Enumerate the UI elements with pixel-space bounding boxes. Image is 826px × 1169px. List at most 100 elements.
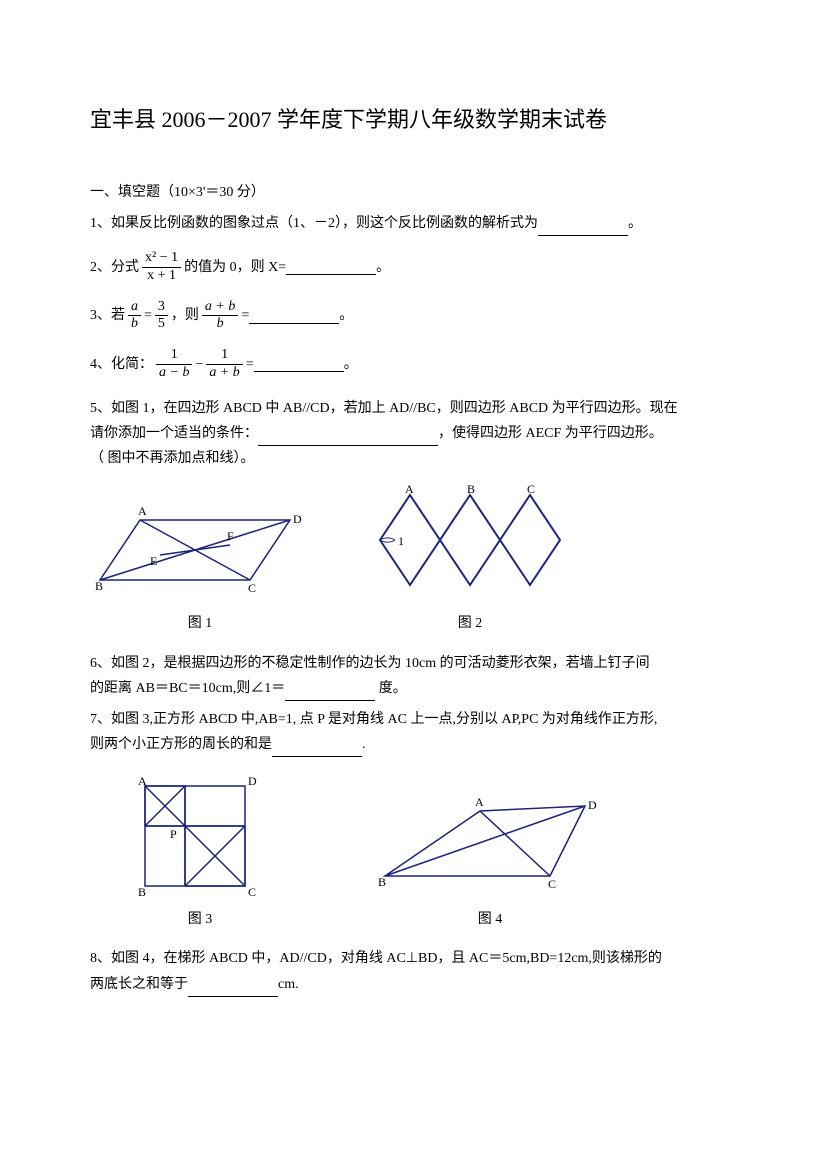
q5-line2-suffix: ，使得四边形 AECF 为平行四边形。 xyxy=(438,426,663,441)
figure-1-svg: A D B C E F xyxy=(90,495,310,605)
svg-text:C: C xyxy=(527,485,535,496)
q1-blank xyxy=(538,220,628,236)
q3-suffix: 。 xyxy=(339,303,353,328)
question-3: 3、若 a b = 3 5 ，则 a + b b = 。 xyxy=(90,299,736,334)
svg-text:1: 1 xyxy=(398,534,404,548)
q4-blank xyxy=(254,356,344,372)
q2-denominator: x + 1 xyxy=(142,268,181,285)
figure-1-block: A D B C E F 图 1 xyxy=(90,495,310,636)
q3-frac1-num: a xyxy=(128,299,141,317)
q3-mid: ，则 xyxy=(171,303,199,328)
q4-prefix: 4、化简： xyxy=(90,352,153,377)
q3-frac2-num: 3 xyxy=(155,299,168,317)
page-title: 宜丰县 2006－2007 学年度下学期八年级数学期末试卷 xyxy=(90,100,736,140)
q3-eq: = xyxy=(144,303,152,328)
q3-eq2: = xyxy=(241,303,249,328)
q4-minus: − xyxy=(195,352,203,377)
q6-blank xyxy=(285,685,375,701)
q3-frac2-den: 5 xyxy=(155,316,168,333)
svg-text:C: C xyxy=(248,581,256,595)
q8-blank xyxy=(188,981,278,997)
q3-blank xyxy=(249,308,339,324)
q7-line2-prefix: 则两个小正方形的周长的和是 xyxy=(90,737,272,752)
q4-frac1-num: 1 xyxy=(156,347,192,365)
figure-4-svg: A D B C xyxy=(370,791,610,901)
svg-text:B: B xyxy=(138,885,146,899)
q4-frac1: 1 a − b xyxy=(156,347,192,382)
q2-numerator: x² − 1 xyxy=(142,250,181,268)
svg-text:C: C xyxy=(548,877,556,891)
figure-2-caption: 图 2 xyxy=(370,611,570,636)
q7-line2: 则两个小正方形的周长的和是. xyxy=(90,732,736,757)
svg-text:B: B xyxy=(378,875,386,889)
question-6: 6、如图 2，是根据四边形的不稳定性制作的边长为 10cm 的可活动菱形衣架，若… xyxy=(90,651,736,701)
q1-suffix: 。 xyxy=(628,216,642,231)
q6-line2-suffix: 度。 xyxy=(375,681,407,696)
q7-line2-suffix: . xyxy=(362,737,366,752)
q2-blank xyxy=(286,259,376,275)
section-1-header: 一、填空题（10×3'＝30 分） xyxy=(90,180,736,205)
q7-line1: 7、如图 3,正方形 ABCD 中,AB=1, 点 P 是对角线 AC 上一点,… xyxy=(90,707,736,732)
svg-text:A: A xyxy=(405,485,414,496)
q8-line2: 两底长之和等于 cm. xyxy=(90,972,736,997)
question-4: 4、化简： 1 a − b − 1 a + b = 。 xyxy=(90,347,736,382)
q3-frac3-num: a + b xyxy=(202,299,238,317)
figure-3-block: A D B C P 图 3 xyxy=(130,771,270,932)
q2-suffix: 。 xyxy=(376,255,390,280)
q3-frac2: 3 5 xyxy=(155,299,168,334)
q5-blank xyxy=(258,430,438,446)
question-1: 1、如果反比例函数的图象过点（1、－2），则这个反比例函数的解析式为 。 xyxy=(90,211,736,236)
q8-line2-suffix: cm. xyxy=(278,977,299,992)
q6-line1: 6、如图 2，是根据四边形的不稳定性制作的边长为 10cm 的可活动菱形衣架，若… xyxy=(90,651,736,676)
q2-mid: 的值为 0，则 X= xyxy=(184,255,286,280)
q3-prefix: 3、若 xyxy=(90,303,125,328)
q5-line3: （ 图中不再添加点和线）。 xyxy=(90,446,736,471)
svg-text:A: A xyxy=(138,774,147,788)
figure-2-block: A B C 1 图 2 xyxy=(370,485,570,636)
svg-text:P: P xyxy=(170,827,177,841)
figures-row-2: A D B C P 图 3 A D B C 图 4 xyxy=(130,771,736,932)
svg-text:D: D xyxy=(293,512,302,526)
svg-text:B: B xyxy=(467,485,475,496)
q5-line2: 请你添加一个适当的条件： ，使得四边形 AECF 为平行四边形。 xyxy=(90,421,736,446)
svg-text:B: B xyxy=(95,579,103,593)
figure-4-caption: 图 4 xyxy=(370,907,610,932)
question-7: 7、如图 3,正方形 ABCD 中,AB=1, 点 P 是对角线 AC 上一点,… xyxy=(90,707,736,757)
q5-line2-prefix: 请你添加一个适当的条件： xyxy=(90,426,258,441)
q8-line1: 8、如图 4，在梯形 ABCD 中，AD//CD，对角线 AC⊥BD，且 AC＝… xyxy=(90,946,736,971)
figure-2-svg: A B C 1 xyxy=(370,485,570,605)
figure-3-svg: A D B C P xyxy=(130,771,270,901)
figures-row-1: A D B C E F 图 1 A B C 1 图 2 xyxy=(90,485,736,636)
q6-line2: 的距离 AB＝BC＝10cm,则∠1＝ 度。 xyxy=(90,676,736,701)
svg-text:F: F xyxy=(227,529,234,543)
q5-line1: 5、如图 1，在四边形 ABCD 中 AB//CD，若加上 AD//BC，则四边… xyxy=(90,396,736,421)
q4-suffix: 。 xyxy=(344,352,358,377)
svg-text:A: A xyxy=(138,504,147,518)
q3-frac1-den: b xyxy=(128,316,141,333)
q4-frac2-num: 1 xyxy=(206,347,242,365)
figure-1-caption: 图 1 xyxy=(90,611,310,636)
question-2: 2、分式 x² − 1 x + 1 的值为 0，则 X= 。 xyxy=(90,250,736,285)
question-8: 8、如图 4，在梯形 ABCD 中，AD//CD，对角线 AC⊥BD，且 AC＝… xyxy=(90,946,736,996)
svg-text:E: E xyxy=(150,554,157,568)
q8-line2-prefix: 两底长之和等于 xyxy=(90,977,188,992)
figure-3-caption: 图 3 xyxy=(130,907,270,932)
q1-prefix: 1、如果反比例函数的图象过点（1、－2），则这个反比例函数的解析式为 xyxy=(90,216,538,231)
q2-fraction: x² − 1 x + 1 xyxy=(142,250,181,285)
svg-text:C: C xyxy=(248,885,256,899)
q4-frac2-den: a + b xyxy=(206,365,242,382)
q7-blank xyxy=(272,741,362,757)
svg-text:A: A xyxy=(475,795,484,809)
q3-frac3: a + b b xyxy=(202,299,238,334)
q4-eq: = xyxy=(246,352,254,377)
q3-frac1: a b xyxy=(128,299,141,334)
q2-prefix: 2、分式 xyxy=(90,255,139,280)
q4-frac2: 1 a + b xyxy=(206,347,242,382)
q4-frac1-den: a − b xyxy=(156,365,192,382)
svg-text:D: D xyxy=(588,798,597,812)
q6-line2-prefix: 的距离 AB＝BC＝10cm,则∠1＝ xyxy=(90,681,285,696)
svg-text:D: D xyxy=(248,774,257,788)
q3-frac3-den: b xyxy=(202,316,238,333)
figure-4-block: A D B C 图 4 xyxy=(370,791,610,932)
question-5: 5、如图 1，在四边形 ABCD 中 AB//CD，若加上 AD//BC，则四边… xyxy=(90,396,736,472)
